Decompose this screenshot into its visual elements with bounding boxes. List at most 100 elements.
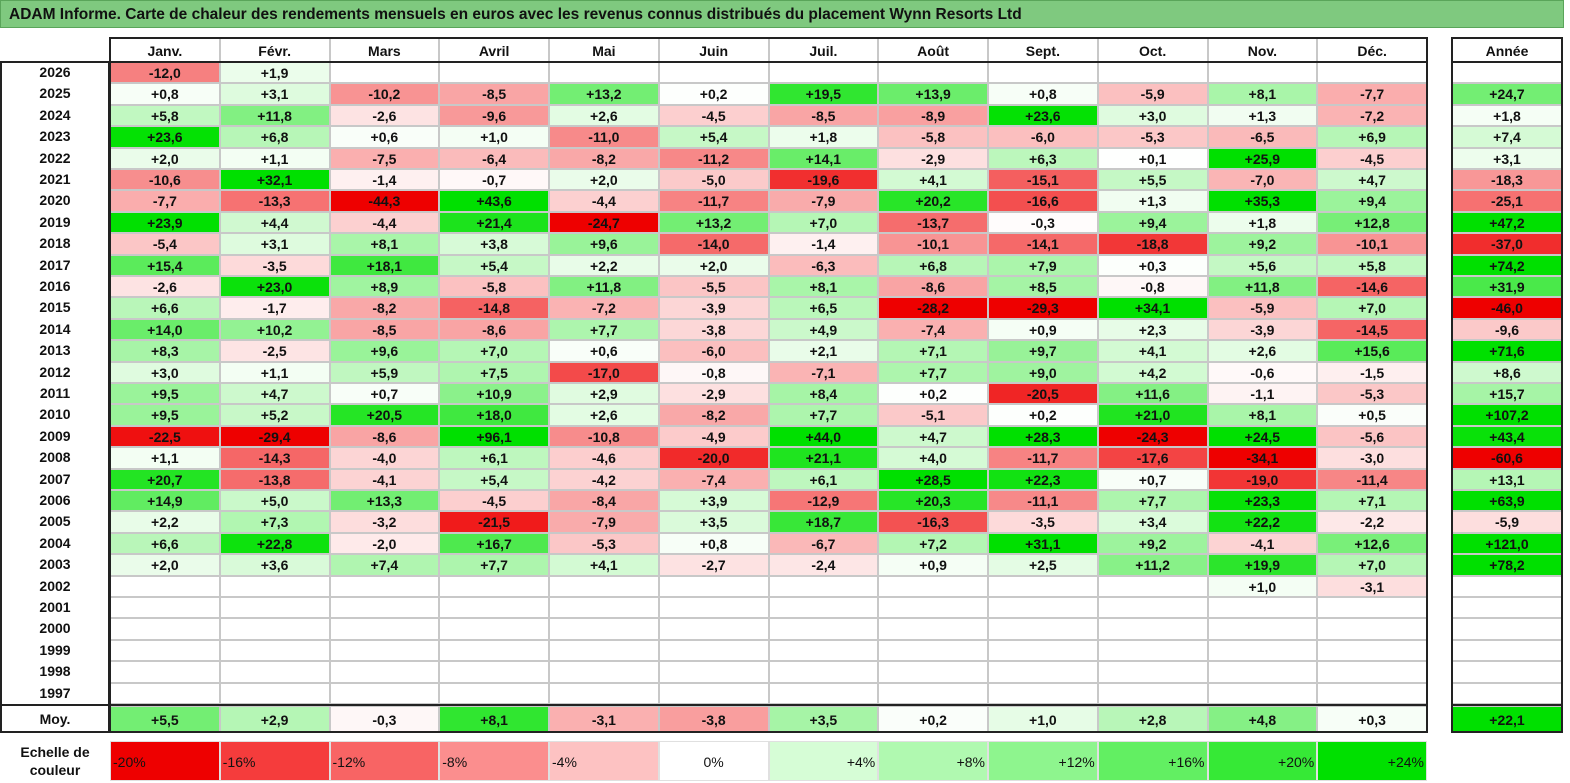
heatmap-cell bbox=[110, 661, 220, 683]
heatmap-cell: +4,1 bbox=[878, 169, 988, 191]
heatmap-cell: +7,7 bbox=[549, 318, 659, 341]
heatmap-cell: -5,8 bbox=[439, 276, 549, 298]
heatmap-cell: +0,6 bbox=[329, 126, 440, 148]
heatmap-cell: +3,1 bbox=[219, 233, 330, 255]
heatmap-cell: +35,3 bbox=[1207, 190, 1318, 212]
heatmap-cell bbox=[439, 618, 549, 640]
heatmap-cell bbox=[1317, 661, 1427, 683]
heatmap-cell bbox=[768, 639, 879, 662]
heatmap-cell: +3,5 bbox=[658, 511, 769, 533]
heatmap-cell: -5,3 bbox=[549, 532, 659, 555]
heatmap-cell: +18,1 bbox=[329, 254, 440, 276]
heatmap-cell: -5,4 bbox=[110, 233, 220, 255]
heatmap-cell: +8,1 bbox=[768, 276, 879, 298]
heatmap-cell: +32,1 bbox=[219, 169, 330, 191]
heatmap-cell bbox=[1317, 597, 1427, 619]
heatmap-cell: +0,7 bbox=[1097, 468, 1208, 490]
average-cell: +1,0 bbox=[988, 706, 1098, 732]
heatmap-cell: +1,0 bbox=[1207, 575, 1318, 597]
heatmap-cell: -0,6 bbox=[1207, 361, 1318, 383]
heatmap-cell: -34,1 bbox=[1207, 447, 1318, 469]
year-label: 2002 bbox=[39, 577, 71, 594]
annual-cell: -60,6 bbox=[1452, 447, 1562, 469]
header-separator-annual bbox=[1452, 61, 1562, 63]
heatmap-cell: -10,6 bbox=[110, 169, 220, 191]
heatmap-cell bbox=[878, 597, 988, 619]
heatmap-cell: -7,2 bbox=[549, 297, 659, 319]
heatmap-cell: +7,0 bbox=[439, 340, 549, 362]
heatmap-cell: -6,5 bbox=[1207, 126, 1318, 148]
heatmap-cell: +0,8 bbox=[110, 83, 220, 105]
heatmap-cell: -1,4 bbox=[768, 233, 879, 255]
heatmap-cell: +8,9 bbox=[329, 276, 440, 298]
heatmap-cell: -13,8 bbox=[219, 468, 330, 490]
heatmap-cell: -12,9 bbox=[768, 490, 879, 512]
year-label: 1998 bbox=[39, 663, 71, 680]
annual-cell: +3,1 bbox=[1452, 147, 1562, 169]
heatmap-cell: -13,7 bbox=[878, 211, 988, 234]
heatmap-cell: +12,8 bbox=[1317, 211, 1427, 234]
heatmap-cell: +2,0 bbox=[549, 169, 659, 191]
average-cell: +4,8 bbox=[1207, 706, 1318, 732]
average-cell: -0,3 bbox=[329, 706, 440, 732]
color-scale-swatch: -16% bbox=[219, 741, 330, 781]
heatmap-cell: +8,3 bbox=[110, 340, 220, 362]
heatmap-cell: -2,2 bbox=[1317, 511, 1427, 533]
heatmap-cell: -4,0 bbox=[329, 447, 440, 469]
heatmap-cell bbox=[219, 618, 330, 640]
heatmap-cell: -6,3 bbox=[768, 254, 879, 276]
heatmap-cell: -8,2 bbox=[549, 147, 659, 169]
heatmap-cell: +2,1 bbox=[768, 340, 879, 362]
heatmap-cell: -8,6 bbox=[439, 318, 549, 341]
heatmap-cell bbox=[768, 62, 879, 84]
heatmap-cell bbox=[1207, 618, 1318, 640]
heatmap-cell bbox=[988, 597, 1098, 619]
color-scale-swatch: -20% bbox=[110, 741, 220, 781]
heatmap-cell: +3,0 bbox=[1097, 104, 1208, 127]
heatmap-cell bbox=[988, 661, 1098, 683]
heatmap-cell: -24,3 bbox=[1097, 425, 1208, 448]
year-label: 2012 bbox=[39, 363, 71, 380]
heatmap-cell bbox=[768, 575, 879, 597]
heatmap-cell: -2,5 bbox=[219, 340, 330, 362]
heatmap-cell: -2,0 bbox=[329, 532, 440, 555]
average-label: Moy. bbox=[39, 711, 71, 727]
heatmap-cell: -4,1 bbox=[329, 468, 440, 490]
heatmap-cell: +34,1 bbox=[1097, 297, 1208, 319]
month-header: Févr. bbox=[219, 38, 330, 62]
heatmap-cell bbox=[658, 618, 769, 640]
year-label: 2008 bbox=[39, 449, 71, 466]
heatmap-cell: -5,8 bbox=[878, 126, 988, 148]
heatmap-cell: -5,5 bbox=[658, 276, 769, 298]
heatmap-cell: +7,1 bbox=[1317, 490, 1427, 512]
heatmap-cell: +13,3 bbox=[329, 490, 440, 512]
heatmap-cell: +13,2 bbox=[549, 83, 659, 105]
heatmap-cell: -6,7 bbox=[768, 532, 879, 555]
heatmap-cell: +6,1 bbox=[439, 447, 549, 469]
heatmap-cell: -22,5 bbox=[110, 425, 220, 448]
heatmap-cell: +9,5 bbox=[110, 404, 220, 426]
color-scale-swatch: -8% bbox=[439, 741, 549, 781]
heatmap-cell bbox=[988, 682, 1098, 704]
heatmap-cell: +2,6 bbox=[1207, 340, 1318, 362]
heatmap-cell bbox=[768, 597, 879, 619]
heatmap-cell bbox=[658, 575, 769, 597]
month-header: Janv. bbox=[110, 38, 220, 62]
heatmap-cell bbox=[878, 575, 988, 597]
year-label: 1997 bbox=[39, 684, 71, 701]
heatmap-cell: -7,9 bbox=[549, 511, 659, 533]
heatmap-cell: +7,7 bbox=[768, 404, 879, 426]
heatmap-cell: +6,1 bbox=[768, 468, 879, 490]
heatmap-cell bbox=[1207, 62, 1318, 84]
annual-cell bbox=[1452, 661, 1562, 683]
heatmap-cell: +28,3 bbox=[988, 425, 1098, 448]
heatmap-cell: -3,9 bbox=[658, 297, 769, 319]
annual-cell bbox=[1452, 597, 1562, 619]
heatmap-cell bbox=[219, 661, 330, 683]
year-label: 2022 bbox=[39, 149, 71, 166]
month-header: Oct. bbox=[1097, 38, 1208, 62]
month-header: Sept. bbox=[988, 38, 1098, 62]
heatmap-cell: +9,4 bbox=[1317, 190, 1427, 212]
heatmap-cell: +1,1 bbox=[110, 447, 220, 469]
annual-cell bbox=[1452, 62, 1562, 84]
